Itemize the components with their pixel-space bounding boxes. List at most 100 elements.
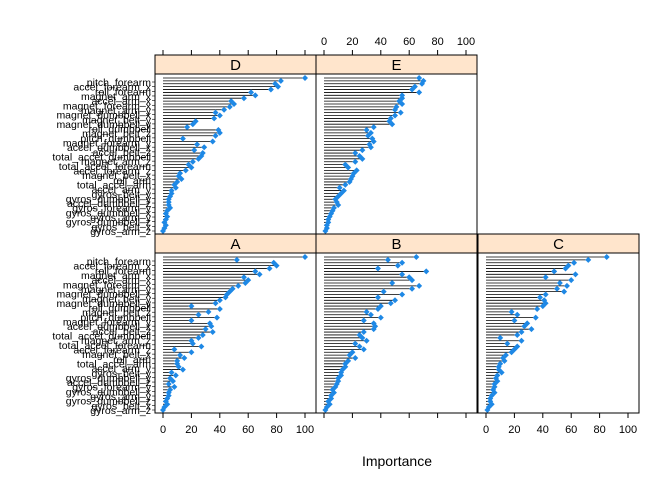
top-axis-tick-label: 60 — [403, 36, 415, 48]
data-point — [208, 323, 215, 330]
data-point — [365, 132, 372, 139]
data-point — [352, 355, 359, 362]
data-point — [179, 135, 186, 142]
data-point — [554, 285, 560, 292]
data-point — [572, 271, 579, 278]
bottom-axis-tick-label: 80 — [270, 424, 282, 436]
variable-label: accel_forearm_x — [73, 82, 151, 94]
variable-label: magnet_belt_z — [82, 307, 151, 319]
data-point — [356, 343, 363, 350]
bottom-axis-tick-label: 20 — [508, 424, 520, 436]
variable-label: accel_arm_x — [91, 96, 151, 108]
variable-label: gyros_dumbbell_z — [66, 217, 151, 229]
data-point — [242, 279, 249, 286]
data-point — [399, 291, 406, 298]
data-point — [389, 121, 396, 128]
data-point — [188, 164, 195, 171]
data-point — [360, 317, 367, 324]
data-point — [212, 300, 219, 307]
bottom-axis-tick-label: 100 — [619, 424, 637, 436]
data-point — [199, 331, 206, 338]
data-point — [277, 77, 284, 84]
data-point — [194, 141, 201, 148]
data-point — [392, 297, 398, 304]
bottom-axis-tick-label: 40 — [537, 424, 549, 436]
variable-label: gyros_belt_x — [91, 400, 151, 412]
data-point — [322, 228, 329, 234]
data-point — [188, 317, 195, 324]
data-point — [188, 349, 195, 356]
data-point — [394, 262, 401, 269]
data-point — [551, 268, 558, 275]
data-point — [387, 300, 394, 307]
variable-label: magnet_dumbbell_x — [56, 289, 151, 301]
data-point — [359, 155, 366, 162]
variable-label: pitch_dumbbell — [80, 312, 151, 324]
panel-label-E: E — [391, 57, 401, 74]
data-point — [497, 334, 504, 341]
data-point — [182, 167, 189, 174]
data-point — [336, 184, 343, 191]
variable-label: pitch_forearm — [87, 77, 151, 89]
data-point — [171, 346, 178, 353]
bottom-axis-tick-label: 80 — [593, 424, 605, 436]
data-point — [302, 254, 308, 260]
data-point — [256, 271, 263, 278]
data-point — [536, 294, 543, 301]
variable-label: gyros_dumbbell_x — [66, 207, 152, 219]
data-point — [562, 265, 569, 272]
data-point — [195, 155, 202, 162]
data-point — [363, 337, 370, 344]
data-point — [172, 372, 179, 379]
variable-label: accel_forearm_z — [73, 344, 151, 356]
panel-frame-B — [315, 252, 478, 414]
data-point — [392, 112, 398, 119]
data-point — [514, 311, 521, 318]
variable-label: magnet_dumbbell_x — [56, 110, 151, 122]
data-point — [202, 326, 209, 333]
data-point — [384, 256, 391, 263]
data-point — [179, 366, 186, 373]
variable-label: gyros_arm_y — [90, 391, 151, 403]
data-point — [352, 340, 359, 347]
data-point — [399, 259, 406, 266]
top-axis-tick-label: 20 — [346, 36, 358, 48]
data-point — [201, 144, 208, 151]
variable-label: accel_dumbbell_x — [67, 321, 152, 333]
data-point — [539, 303, 546, 310]
data-point — [171, 383, 178, 390]
bottom-axis-tick-label: 20 — [185, 424, 197, 436]
data-point — [518, 337, 525, 344]
data-point — [416, 282, 423, 289]
data-point — [342, 181, 349, 188]
bottom-axis-tick-label: 40 — [214, 424, 226, 436]
data-point — [240, 274, 247, 281]
data-point — [267, 86, 274, 93]
variable-label: magnet_forearm_x — [63, 279, 152, 291]
variable-label: accel_arm_x — [91, 275, 151, 287]
data-point — [389, 279, 396, 286]
top-axis-tick-label: 80 — [431, 36, 443, 48]
data-point — [160, 228, 166, 234]
data-point — [511, 317, 518, 324]
data-point — [209, 138, 216, 145]
variable-label: total_accel_arm — [77, 179, 151, 191]
variable-label: gyros_dumbbell_z — [66, 396, 151, 408]
variable-label: gyros_arm_y — [90, 212, 151, 224]
data-point — [211, 115, 218, 122]
data-point — [363, 308, 370, 315]
data-point — [374, 294, 381, 301]
data-point — [302, 75, 308, 81]
data-point — [374, 265, 381, 272]
data-point — [252, 268, 259, 275]
variable-label: total_accel_arm — [77, 358, 151, 370]
variable-label: gyros_dumbbell_y — [66, 193, 152, 205]
data-point — [212, 132, 219, 139]
data-point — [160, 407, 166, 413]
data-point — [175, 363, 182, 370]
data-point — [542, 291, 549, 298]
variable-label: total_accel_forearm — [59, 340, 151, 352]
variable-label: magnet_belt_y — [82, 293, 152, 305]
data-point — [177, 352, 184, 359]
data-point — [380, 288, 387, 295]
